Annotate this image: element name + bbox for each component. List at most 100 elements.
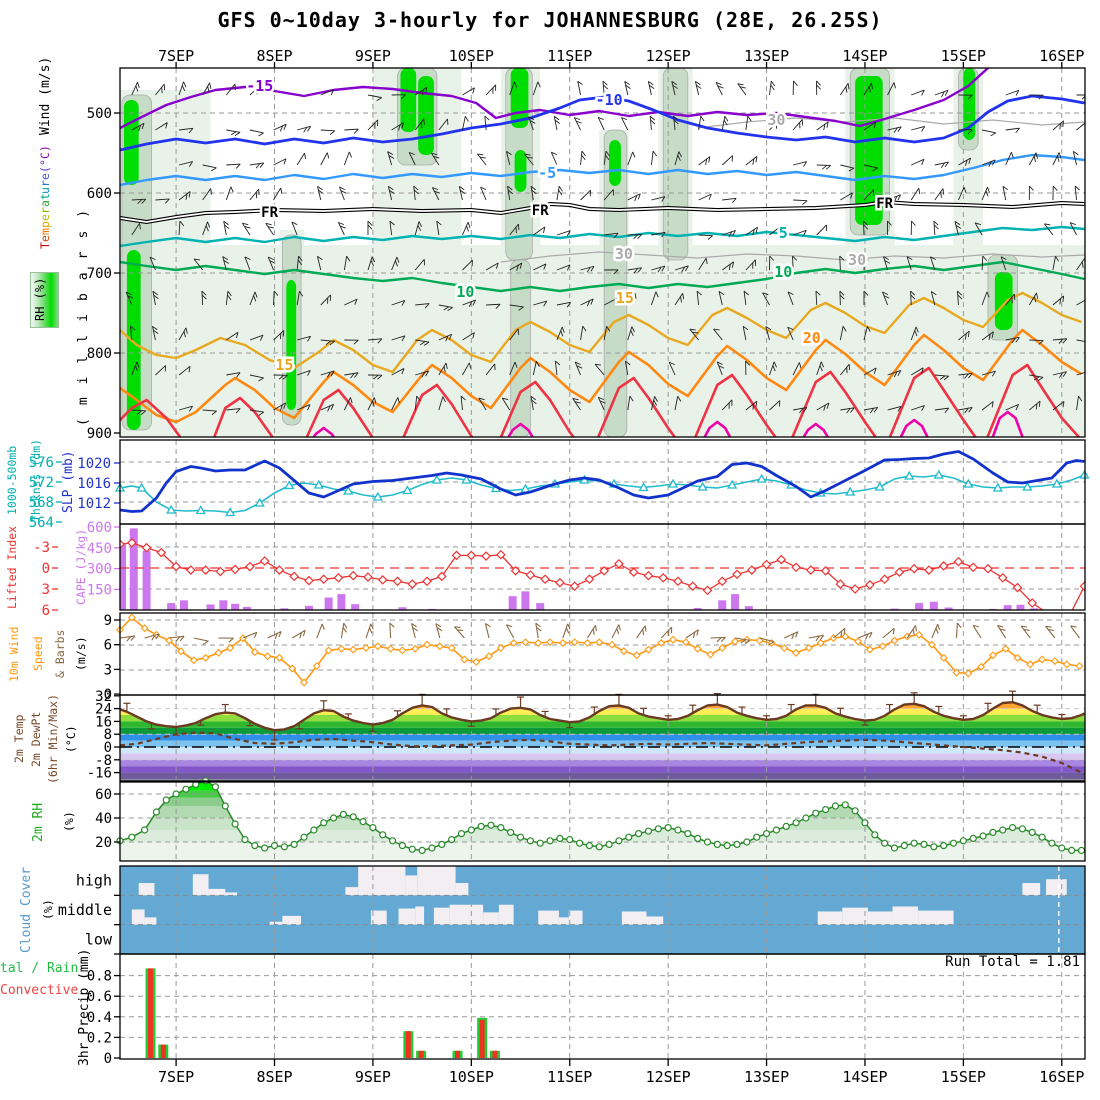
high-cloud-bar xyxy=(345,887,359,896)
svg-text:600: 600 xyxy=(87,186,112,202)
wind-speed-line xyxy=(119,616,1080,684)
svg-text:24: 24 xyxy=(95,702,112,718)
contour-label--10: -10 xyxy=(596,91,623,109)
high-cloud-bar xyxy=(1046,879,1067,896)
middle-cloud-bar xyxy=(370,910,387,925)
contour-label-15: 15 xyxy=(616,289,634,307)
run-total-text: Run Total = 1.81 xyxy=(945,954,1080,970)
total-rain-legend-label: tal / Rain xyxy=(0,961,79,976)
rh-legend-gradient xyxy=(30,272,59,328)
panel-slp-thickness xyxy=(114,440,1090,524)
cape-bar xyxy=(1016,604,1025,610)
cape-bar xyxy=(398,607,407,610)
cape-bar xyxy=(304,605,313,610)
precip-convective-bar xyxy=(455,1050,461,1058)
middle-cloud-bar xyxy=(498,904,514,925)
svg-text:9: 9 xyxy=(104,613,112,629)
svg-text:3: 3 xyxy=(42,582,50,598)
cape-bar xyxy=(167,603,176,610)
date-label-bottom: 11SEP xyxy=(547,1068,592,1086)
svg-text:1016: 1016 xyxy=(77,476,111,492)
svg-text:-3: -3 xyxy=(33,540,50,556)
svg-text:450: 450 xyxy=(87,541,112,557)
cape-bar xyxy=(120,544,126,610)
svg-text:700: 700 xyxy=(87,266,112,282)
date-label-top: 16SEP xyxy=(1039,47,1084,65)
svg-text:500: 500 xyxy=(87,106,112,122)
cape-bar xyxy=(219,600,228,610)
panel-rh2m xyxy=(116,777,1086,861)
precip-convective-bar xyxy=(479,1019,485,1058)
date-label-top: 7SEP xyxy=(158,47,194,65)
middle-cloud-bar xyxy=(269,921,283,925)
svg-text:0.6: 0.6 xyxy=(87,989,112,1005)
svg-text:0: 0 xyxy=(42,561,50,577)
date-label-top: 12SEP xyxy=(646,47,691,65)
contour-label--5: -5 xyxy=(538,164,556,182)
date-label-top: 14SEP xyxy=(842,47,887,65)
high-cloud-bar xyxy=(455,883,469,896)
high-cloud-bar xyxy=(208,888,226,896)
panel-border-4 xyxy=(119,694,1086,782)
cape-bar xyxy=(929,601,938,610)
date-label-top: 13SEP xyxy=(744,47,789,65)
date-label-bottom: 12SEP xyxy=(646,1068,691,1086)
rh-line xyxy=(119,779,1082,852)
contour--5 xyxy=(120,153,1085,187)
contour-label-20: 20 xyxy=(803,329,821,347)
panel-border-0 xyxy=(119,67,1086,438)
cape-bar xyxy=(179,600,188,610)
svg-text:300: 300 xyxy=(87,562,112,578)
svg-text:1012: 1012 xyxy=(77,496,111,512)
date-label-bottom: 13SEP xyxy=(744,1068,789,1086)
svg-text:-16: -16 xyxy=(87,766,112,782)
contour-label-5: 5 xyxy=(779,224,788,242)
svg-text:0.2: 0.2 xyxy=(87,1030,112,1046)
high-cloud-bar xyxy=(1022,883,1041,896)
middle-cloud-bar xyxy=(415,906,425,925)
date-label-bottom: 14SEP xyxy=(842,1068,887,1086)
contour-20 xyxy=(120,328,1083,424)
contour-label--15: -15 xyxy=(246,77,273,95)
cape-bar xyxy=(508,596,517,610)
svg-text:1020: 1020 xyxy=(77,456,111,472)
date-label-bottom: 8SEP xyxy=(256,1068,292,1086)
panel-wind10m xyxy=(116,613,1085,695)
cape-bar xyxy=(944,607,953,610)
svg-text:6: 6 xyxy=(104,638,112,654)
cloud-band-label-high: high xyxy=(76,872,112,890)
svg-text:800: 800 xyxy=(87,346,112,362)
freezing-level-label: FR xyxy=(261,205,278,221)
middle-cloud-bar xyxy=(621,911,647,925)
date-label-top: 11SEP xyxy=(547,47,592,65)
contour-15 xyxy=(120,291,1082,374)
cape-bar xyxy=(351,604,360,610)
middle-cloud-bar xyxy=(144,917,157,925)
date-label-top: 15SEP xyxy=(941,47,986,65)
temp-line xyxy=(119,701,1085,732)
middle-cloud-bar xyxy=(817,911,843,925)
cape-bar xyxy=(890,608,899,610)
contour--15 xyxy=(120,68,991,130)
cape-bar xyxy=(231,603,240,610)
svg-text:-8: -8 xyxy=(95,753,112,769)
contour-25 xyxy=(120,363,1081,437)
cape-bar xyxy=(280,608,289,610)
cape-bar xyxy=(693,607,702,610)
svg-text:32: 32 xyxy=(95,689,112,705)
cape-bar xyxy=(718,600,727,610)
cape-bar xyxy=(142,550,151,610)
svg-text:20: 20 xyxy=(95,835,112,851)
svg-text:600: 600 xyxy=(87,520,112,536)
middle-cloud-bar xyxy=(558,917,569,925)
middle-cloud-bar xyxy=(918,910,954,925)
date-label-top: 9SEP xyxy=(355,47,391,65)
precip-convective-bar xyxy=(492,1050,498,1058)
svg-text:0.8: 0.8 xyxy=(87,969,112,985)
contour-label-30: 30 xyxy=(848,251,866,269)
precip-convective-bar xyxy=(160,1044,166,1058)
svg-text:0: 0 xyxy=(104,687,112,703)
date-label-bottom: 9SEP xyxy=(355,1068,391,1086)
cape-bar xyxy=(206,604,215,610)
